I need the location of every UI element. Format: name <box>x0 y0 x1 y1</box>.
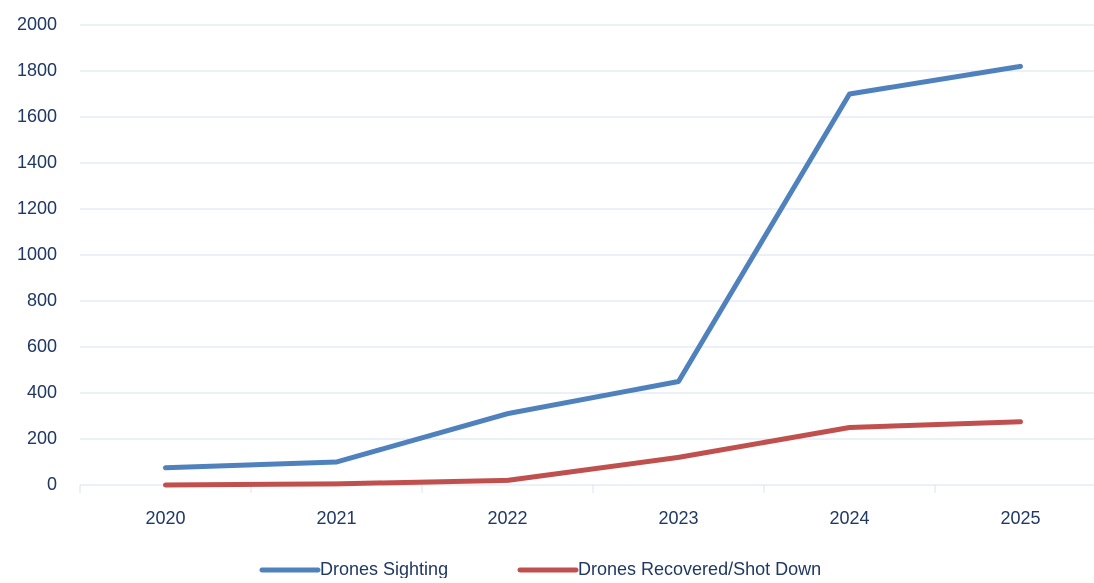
x-tick-label: 2022 <box>487 508 527 528</box>
y-tick-label: 1600 <box>17 106 57 126</box>
y-tick-label: 2000 <box>17 14 57 34</box>
y-tick-label: 0 <box>47 474 57 494</box>
y-tick-label: 600 <box>27 336 57 356</box>
x-tick-label: 2020 <box>145 508 185 528</box>
x-tick-label: 2023 <box>658 508 698 528</box>
legend-label: Drones Recovered/Shot Down <box>578 559 821 578</box>
y-tick-label: 1800 <box>17 60 57 80</box>
x-tick-label: 2025 <box>1000 508 1040 528</box>
y-tick-label: 800 <box>27 290 57 310</box>
y-tick-label: 1200 <box>17 198 57 218</box>
legend-label: Drones Sighting <box>320 559 448 578</box>
series-line <box>163 63 1023 471</box>
y-tick-label: 400 <box>27 382 57 402</box>
x-tick-label: 2021 <box>316 508 356 528</box>
y-tick-label: 1400 <box>17 152 57 172</box>
series-line <box>163 419 1023 488</box>
y-tick-label: 200 <box>27 428 57 448</box>
y-tick-label: 1000 <box>17 244 57 264</box>
x-tick-label: 2024 <box>829 508 869 528</box>
